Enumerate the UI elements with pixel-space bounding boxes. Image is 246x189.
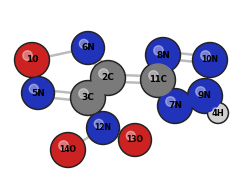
Circle shape bbox=[79, 89, 88, 98]
Circle shape bbox=[71, 81, 106, 115]
Circle shape bbox=[193, 43, 228, 77]
Text: 4H: 4H bbox=[212, 108, 224, 118]
Circle shape bbox=[72, 82, 104, 114]
Text: 2C: 2C bbox=[102, 74, 114, 83]
Circle shape bbox=[59, 141, 68, 150]
Circle shape bbox=[92, 62, 124, 94]
Text: 14O: 14O bbox=[60, 146, 77, 154]
Circle shape bbox=[187, 78, 222, 114]
Circle shape bbox=[189, 80, 221, 112]
Circle shape bbox=[213, 108, 218, 113]
Text: 6N: 6N bbox=[81, 43, 95, 53]
Circle shape bbox=[23, 51, 32, 60]
Circle shape bbox=[73, 33, 103, 63]
Circle shape bbox=[209, 104, 227, 122]
Circle shape bbox=[87, 112, 120, 145]
Circle shape bbox=[99, 69, 108, 78]
Circle shape bbox=[50, 132, 86, 167]
Text: 5N: 5N bbox=[31, 88, 45, 98]
Text: 7N: 7N bbox=[168, 101, 182, 111]
Text: 3C: 3C bbox=[82, 94, 94, 102]
Circle shape bbox=[15, 43, 49, 77]
Circle shape bbox=[166, 97, 175, 106]
Circle shape bbox=[29, 84, 38, 93]
Circle shape bbox=[201, 51, 210, 60]
Text: 10: 10 bbox=[26, 56, 38, 64]
Circle shape bbox=[88, 113, 118, 143]
Circle shape bbox=[91, 60, 125, 95]
Circle shape bbox=[52, 134, 84, 166]
Circle shape bbox=[207, 102, 229, 123]
Circle shape bbox=[142, 64, 174, 96]
Circle shape bbox=[159, 90, 191, 122]
Circle shape bbox=[157, 88, 193, 123]
Circle shape bbox=[23, 78, 53, 108]
Text: 8N: 8N bbox=[156, 50, 170, 60]
Circle shape bbox=[94, 119, 103, 128]
Text: 9N: 9N bbox=[198, 91, 212, 101]
Text: 11C: 11C bbox=[149, 75, 167, 84]
Circle shape bbox=[72, 32, 105, 64]
Circle shape bbox=[126, 131, 135, 140]
Text: 13O: 13O bbox=[126, 136, 143, 145]
Text: 10N: 10N bbox=[201, 56, 218, 64]
Circle shape bbox=[21, 77, 55, 109]
Circle shape bbox=[16, 44, 48, 76]
Circle shape bbox=[120, 125, 150, 155]
Circle shape bbox=[145, 37, 181, 73]
Circle shape bbox=[194, 44, 226, 76]
Circle shape bbox=[140, 63, 175, 98]
Circle shape bbox=[147, 39, 179, 71]
Circle shape bbox=[154, 46, 163, 55]
Circle shape bbox=[79, 39, 88, 48]
Circle shape bbox=[149, 71, 158, 80]
Text: 12N: 12N bbox=[94, 123, 111, 132]
Circle shape bbox=[196, 87, 205, 96]
Circle shape bbox=[119, 123, 152, 156]
